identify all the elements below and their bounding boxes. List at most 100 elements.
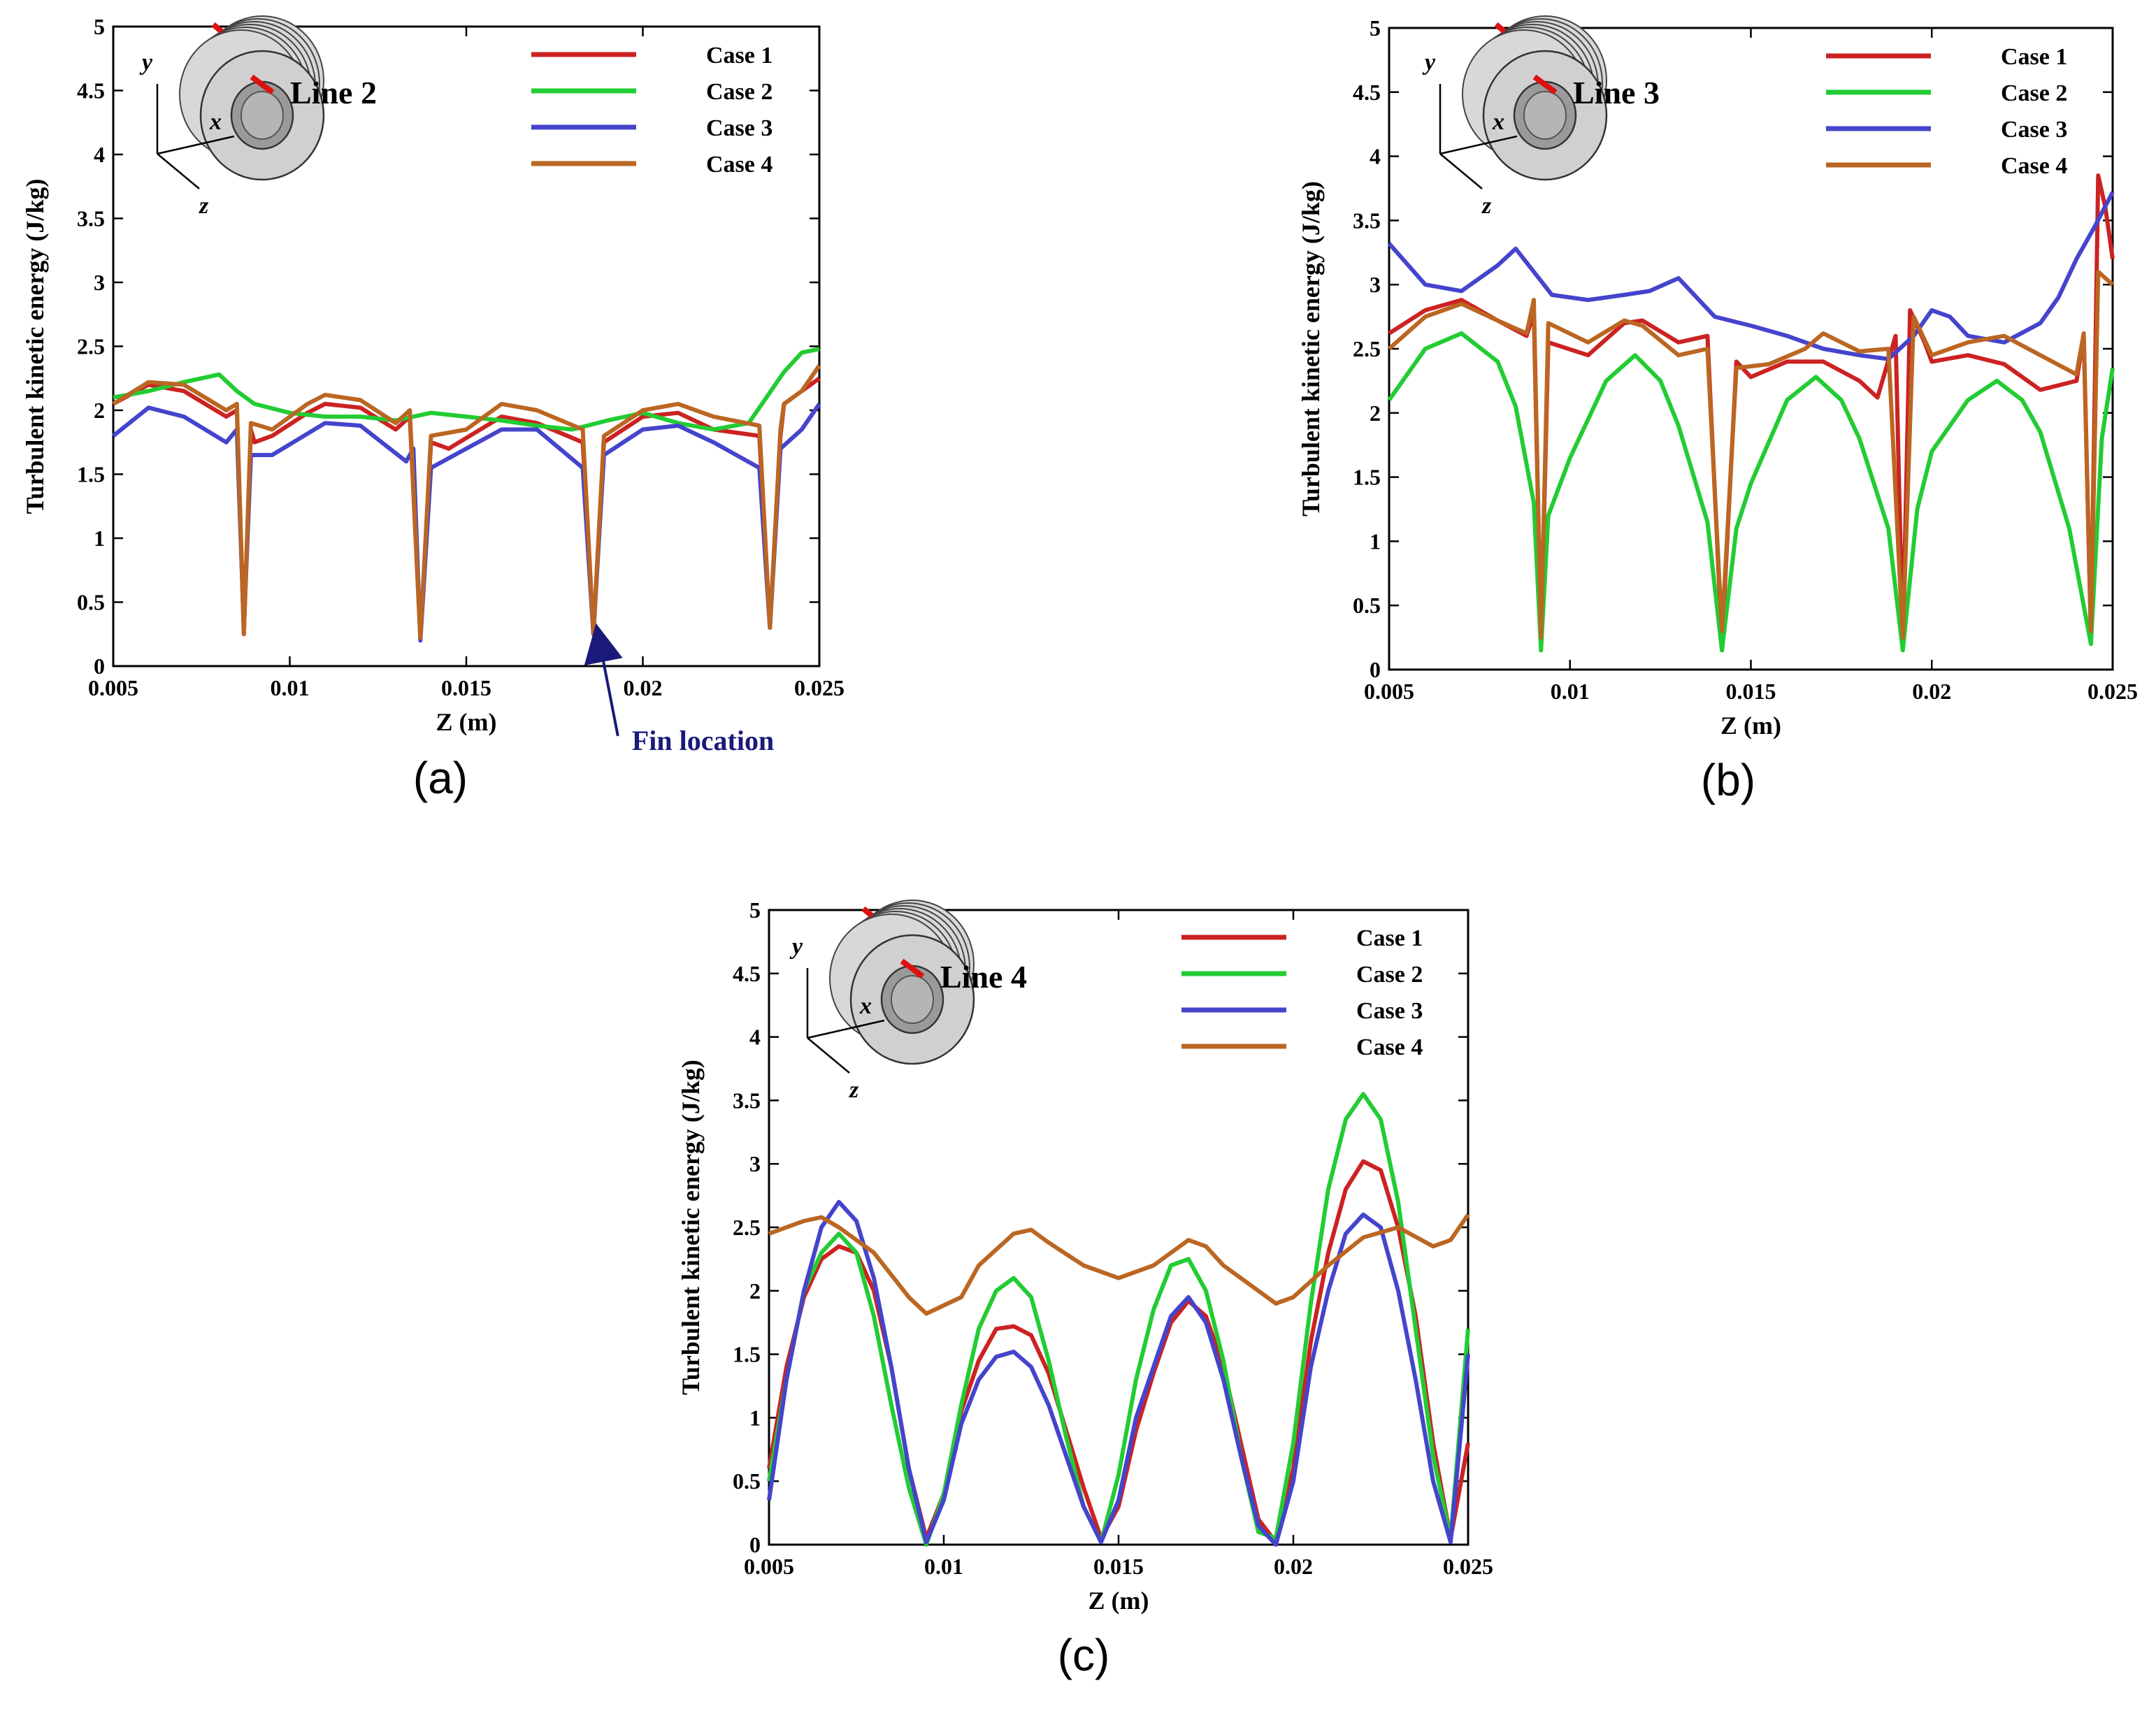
y-tick-label: 2 [1370, 400, 1381, 426]
x-axis-label: Z (m) [1088, 1587, 1149, 1615]
series-line-case-4 [1388, 269, 2114, 640]
y-tick-label: 0 [749, 1532, 761, 1557]
chart-b: 0 0.5 1 1.5 2 2.5 3 3.5 4 4.5 5 0.005 0.01 0.015 0.02 0… [1297, 15, 2138, 805]
x-tick-label: 0.005 [1364, 679, 1414, 704]
x-tick-label: 0.005 [744, 1554, 794, 1579]
y-tick-label: 2.5 [1353, 336, 1381, 361]
series-line-case-3 [1387, 191, 2115, 361]
x-tick-label: 0.005 [88, 675, 138, 700]
x-tick-label: 0.01 [271, 675, 310, 700]
y-tick-label: 4.5 [733, 961, 761, 986]
x-tick-label: 0.02 [1912, 679, 1951, 704]
y-tick-label: 2.5 [77, 334, 105, 359]
x-tick-label: 0.01 [924, 1554, 963, 1579]
y-tick-label: 3.5 [1353, 208, 1381, 233]
y-tick-label: 2 [94, 398, 105, 423]
legend-entry: Case 4 [2001, 153, 2067, 179]
legend-entry: Case 2 [706, 79, 772, 105]
x-tick-label: 0.01 [1551, 679, 1590, 704]
legend-entry: Case 3 [1356, 998, 1423, 1024]
legend-entry: Case 1 [1356, 925, 1423, 951]
probe-line-marker [1494, 22, 1507, 34]
y-tick-label: 4.5 [1353, 80, 1381, 105]
y-tick-label: 1 [94, 526, 105, 551]
panel-caption: (a) [413, 753, 468, 803]
y-tick-label: 0.5 [1353, 593, 1381, 618]
series-line-case-3 [767, 1199, 1470, 1547]
y-tick-label: 3 [1370, 272, 1381, 297]
y-tick-label: 4.5 [77, 78, 105, 103]
chart-c: 0 0.5 1 1.5 2 2.5 3 3.5 4 4.5 5 0.005 0.01 0.015 0.02 0… [677, 897, 1493, 1680]
axes-icon: y x z [139, 50, 235, 219]
y-tick-label: 4 [749, 1025, 761, 1050]
axis-letter-z: z [199, 193, 209, 219]
y-tick-label: 0.5 [77, 590, 105, 615]
y-axis-label: Turbulent kinetic energy (J/kg) [677, 1060, 705, 1395]
y-tick-label: 0.5 [733, 1468, 761, 1494]
probe-line-marker [250, 74, 275, 95]
y-tick-label: 4 [1370, 144, 1381, 169]
y-tick-label: 3.5 [77, 206, 105, 231]
y-axis-label: Turbulent kinetic energy (J/kg) [21, 179, 49, 514]
series-line-case-1 [767, 1159, 1470, 1545]
axes-icon: y x z [1422, 50, 1518, 219]
legend-entry: Case 1 [706, 43, 772, 68]
inset-line-label: Line 2 [290, 75, 377, 110]
legend-entry: Case 4 [706, 152, 772, 178]
y-tick-label: 5 [1370, 15, 1381, 41]
axis-letter-z: z [849, 1077, 859, 1103]
axes-icon: y x z [789, 934, 885, 1103]
y-tick-label: 0 [1370, 657, 1381, 682]
probe-line-marker [900, 958, 925, 979]
legend-entry: Case 1 [2001, 44, 2067, 70]
series-line-case-4 [768, 1213, 1470, 1316]
y-tick-label: 3 [94, 270, 105, 295]
finned-tube-icon [1462, 15, 1608, 181]
panel-caption: (b) [1701, 755, 1755, 805]
axis-letter-y: y [139, 50, 153, 75]
y-tick-label: 4 [94, 142, 105, 167]
y-tick-label: 0 [94, 654, 105, 679]
inset-line-label: Line 3 [1573, 75, 1660, 110]
y-tick-label: 2.5 [733, 1215, 761, 1240]
x-tick-label: 0.015 [441, 675, 491, 700]
x-tick-label: 0.025 [1443, 1554, 1493, 1579]
y-tick-label: 1.5 [77, 462, 105, 487]
y-tick-label: 1.5 [1353, 465, 1381, 490]
x-tick-label: 0.015 [1093, 1554, 1144, 1579]
axis-letter-y: y [1422, 50, 1436, 75]
y-tick-label: 3.5 [733, 1088, 761, 1113]
y-tick-label: 1.5 [733, 1342, 761, 1367]
series-line-case-2 [767, 1092, 1470, 1547]
axis-letter-y: y [789, 934, 803, 960]
finned-tube-icon [829, 900, 975, 1065]
x-tick-label: 0.02 [1274, 1554, 1313, 1579]
annotation-arrow [584, 623, 623, 737]
inset-line-label: Line 4 [940, 959, 1027, 995]
y-tick-label: 1 [749, 1405, 761, 1430]
probe-line-marker [211, 22, 224, 34]
legend-entry: Case 3 [2001, 117, 2067, 143]
x-axis-label: Z (m) [436, 708, 497, 736]
series-line-case-2 [1387, 331, 2115, 653]
axis-letter-z: z [1481, 193, 1492, 219]
legend-entry: Case 2 [1356, 962, 1423, 988]
y-tick-label: 5 [94, 14, 105, 39]
legend-entry: Case 2 [2001, 80, 2067, 106]
legend-entry: Case 3 [706, 115, 772, 141]
y-tick-label: 2 [749, 1278, 761, 1304]
legend-entry: Case 4 [1356, 1034, 1423, 1060]
probe-line-marker [861, 906, 874, 918]
axis-letter-x: x [859, 993, 872, 1019]
x-tick-label: 0.015 [1726, 679, 1776, 704]
y-tick-label: 3 [749, 1151, 761, 1176]
x-tick-label: 0.025 [794, 675, 845, 700]
series-line-case-4 [112, 364, 821, 640]
x-axis-label: Z (m) [1720, 712, 1781, 739]
x-tick-label: 0.02 [624, 675, 663, 700]
series-line-case-1 [1388, 173, 2115, 647]
finned-tube-icon [179, 15, 325, 181]
y-axis-label: Turbulent kinetic energy (J/kg) [1297, 181, 1325, 517]
probe-line-marker [1532, 74, 1558, 95]
